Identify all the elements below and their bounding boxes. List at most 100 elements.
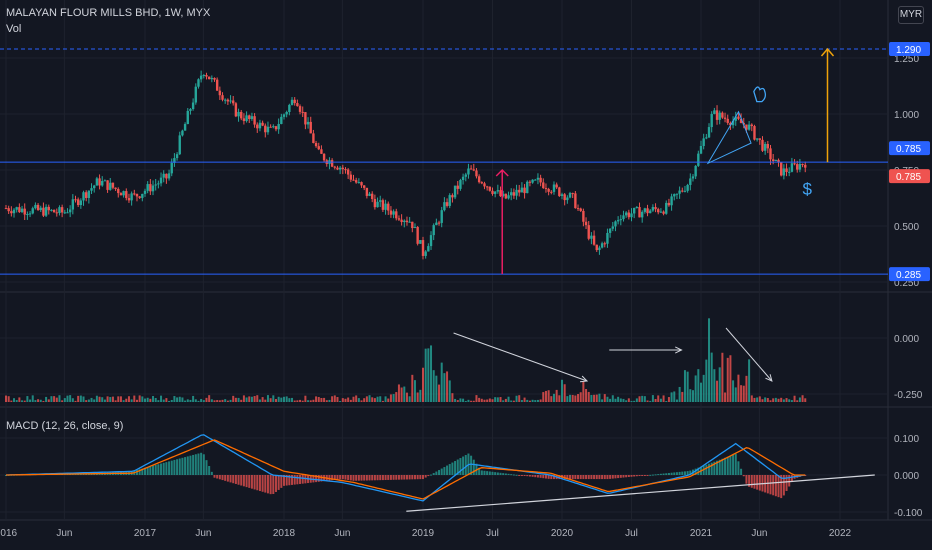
volume-bar <box>405 392 408 402</box>
candle <box>630 213 633 218</box>
candle <box>796 164 799 170</box>
candle <box>766 143 770 149</box>
macd-histogram-bar <box>766 475 769 494</box>
volume-bar <box>750 395 753 402</box>
candle <box>31 208 34 214</box>
candle <box>686 184 689 191</box>
macd-histogram-bar <box>312 475 315 483</box>
candle <box>451 195 454 198</box>
volume-bar <box>403 386 406 402</box>
volume-bar <box>625 400 628 402</box>
candle <box>512 192 516 196</box>
volume-bar <box>307 400 310 402</box>
volume-bar <box>285 396 288 402</box>
candle <box>282 114 286 117</box>
macd-histogram-bar <box>248 475 251 488</box>
volume-bar <box>737 374 740 402</box>
candle <box>237 111 240 117</box>
macd-histogram-bar <box>430 474 433 476</box>
volume-bar <box>26 396 29 402</box>
macd-histogram-bar <box>729 455 732 475</box>
candle <box>109 182 112 190</box>
volume-bar <box>283 396 285 402</box>
price-label: 0.785 <box>896 172 921 183</box>
macd-histogram-bar <box>788 475 791 487</box>
candle <box>95 178 99 186</box>
macd-histogram-bar <box>496 472 499 475</box>
candle <box>721 112 724 118</box>
candle <box>480 182 484 184</box>
macd-histogram-bar <box>443 467 446 475</box>
volume-bar <box>363 398 366 402</box>
volume-bar <box>440 362 443 402</box>
macd-histogram-bar <box>224 475 227 481</box>
volume-bar <box>756 397 759 402</box>
x-tick-label: Jun <box>56 528 72 539</box>
volume-bar <box>638 396 641 402</box>
candle <box>488 186 492 191</box>
volume-bar <box>229 399 232 402</box>
candle <box>290 99 294 105</box>
volume-bar <box>10 400 13 402</box>
volume-bar <box>341 398 344 402</box>
macd-histogram-bar <box>355 475 358 481</box>
candle <box>365 187 369 196</box>
volume-bar <box>309 400 312 402</box>
price-label-box <box>889 42 930 57</box>
volume-bar <box>144 398 146 402</box>
currency-button[interactable]: MYR <box>898 6 924 24</box>
candle <box>723 117 727 119</box>
candle <box>42 207 45 216</box>
volume-bar <box>555 389 558 402</box>
macd-histogram-bar <box>280 475 283 488</box>
candle <box>34 204 37 209</box>
candle <box>659 211 663 213</box>
volume-bar <box>355 395 358 402</box>
volume-bar <box>753 397 756 402</box>
macd-histogram-bar <box>662 473 665 475</box>
volume-bar <box>582 381 585 402</box>
volume-bar <box>221 399 224 402</box>
volume-bar <box>435 375 438 402</box>
macd-histogram-bar <box>173 459 176 475</box>
candle <box>456 185 459 189</box>
candle <box>755 138 759 140</box>
volume-bar <box>796 400 799 402</box>
candle <box>143 190 147 194</box>
volume-bar <box>224 399 227 402</box>
macd-histogram-bar <box>659 473 662 475</box>
volume-bar <box>331 396 334 402</box>
volume-bar <box>643 396 646 402</box>
candle <box>763 143 767 151</box>
volume-bar <box>218 400 221 402</box>
macd-histogram-bar <box>253 475 256 490</box>
candle <box>175 154 179 159</box>
candle <box>63 212 67 214</box>
candle <box>349 174 353 180</box>
volume-bar <box>277 396 280 402</box>
macd-histogram-bar <box>299 475 302 484</box>
candle <box>50 209 53 211</box>
volume-bar <box>93 399 96 402</box>
volume-bar <box>467 399 470 402</box>
volume-bar <box>23 400 26 402</box>
candle <box>592 235 596 245</box>
macd-histogram-bar <box>424 475 427 478</box>
volume-bar <box>561 379 563 402</box>
dollar-annotation: $ <box>802 180 812 199</box>
candle <box>579 208 582 211</box>
candle <box>782 168 786 176</box>
candle <box>657 209 660 213</box>
candle <box>253 116 256 125</box>
candle <box>207 76 211 80</box>
candle <box>467 168 470 175</box>
volume-bar <box>512 400 515 402</box>
volume-bar <box>577 394 580 402</box>
candle <box>499 190 502 197</box>
macd-legend[interactable]: MACD (12, 26, close, 9) <box>6 420 124 432</box>
volume-bar <box>464 400 467 402</box>
volume-bar <box>587 391 590 402</box>
macd-histogram-bar <box>341 475 344 480</box>
macd-histogram-bar <box>566 475 569 480</box>
